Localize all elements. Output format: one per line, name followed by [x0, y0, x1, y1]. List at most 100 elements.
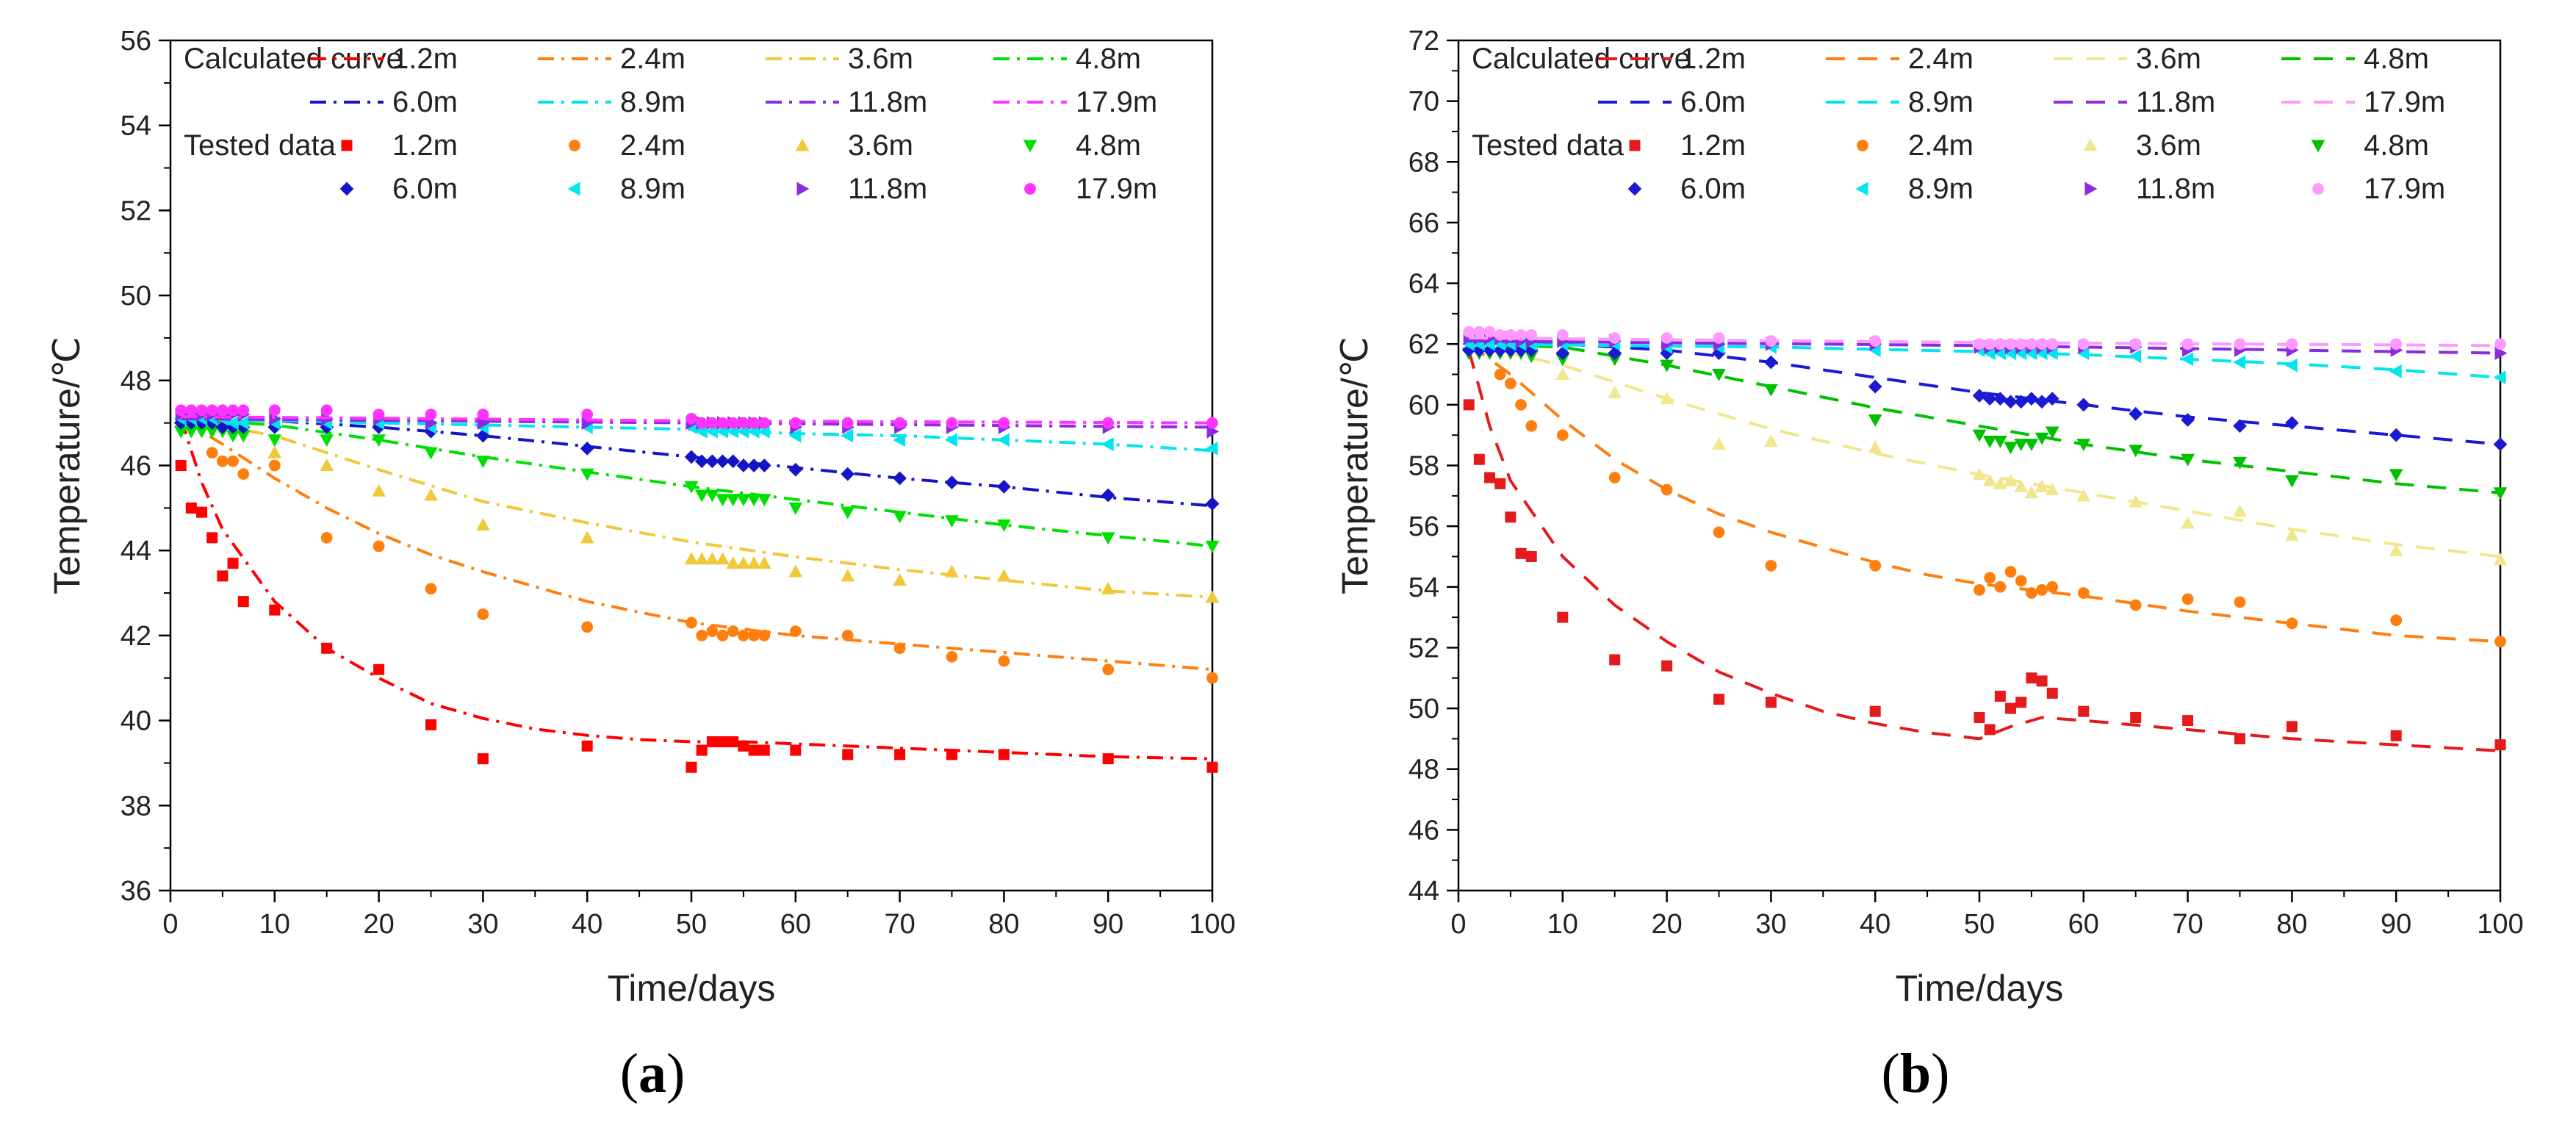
p0-point-6.0m [736, 458, 751, 472]
p1-point-2.4m [2036, 584, 2048, 596]
p1-x-tick-label: 60 [2068, 909, 2099, 940]
p0-point-1.2m [269, 604, 281, 616]
p0-point-2.4m [581, 621, 594, 633]
p0-point-3.6m [267, 445, 282, 458]
p0-point-17.9m [1206, 417, 1218, 429]
p1-point-3.6m [2014, 480, 2029, 492]
p1-point-1.2m [2078, 705, 2090, 717]
p0-point-1.2m [373, 664, 385, 675]
p0-point-3.6m [841, 569, 855, 582]
p0-x-tick-label: 30 [467, 909, 498, 940]
p0-point-4.8m [736, 494, 751, 507]
p0-y-tick-label: 46 [120, 451, 151, 482]
p1-legend-test-marker-3.6m [2083, 138, 2098, 151]
p1-point-8.9m [1483, 337, 1496, 351]
p0-point-4.8m [173, 425, 188, 439]
p0-legend-calc-label-6.0m: 6.0m [392, 86, 458, 118]
p0-point-3.6m [372, 483, 386, 497]
p0-point-1.2m [696, 744, 708, 756]
p1-x-tick-label: 40 [1860, 909, 1890, 940]
p0-point-3.6m [757, 556, 771, 569]
p1-point-4.8m [2034, 432, 2049, 445]
p0-legend-test-label-11.8m: 11.8m [848, 173, 927, 205]
p1-point-1.2m [1994, 691, 2006, 702]
p0-point-2.4m [998, 655, 1010, 667]
p1-point-1.2m [2494, 739, 2506, 751]
p1-point-1.2m [1765, 697, 1777, 708]
p1-point-2.4m [2390, 614, 2403, 627]
p0-point-6.0m [684, 450, 699, 464]
p1-point-8.9m [2014, 346, 2027, 360]
p1-point-17.9m [1713, 332, 1725, 344]
p0-point-1.2m [206, 532, 218, 544]
p1-x-tick-label: 90 [2381, 909, 2411, 940]
p0-point-6.0m [1205, 497, 1220, 511]
p1-point-1.2m [2182, 715, 2194, 727]
p0-point-1.2m [748, 744, 760, 756]
p0-x-tick-label: 40 [572, 909, 602, 940]
p0-point-17.9m [425, 409, 437, 420]
p0-point-4.8m [945, 515, 959, 528]
p0-point-6.0m [893, 471, 907, 486]
p1-point-2.4m [1765, 559, 1777, 572]
p1-point-6.0m [1555, 346, 1570, 360]
p0-y-axis-label: Temperature/℃ [46, 337, 87, 594]
p1-point-6.0m [2285, 416, 2299, 431]
p1-point-2.4m [2004, 566, 2017, 578]
p1-point-3.6m [2233, 504, 2247, 517]
p1-point-17.9m [2494, 338, 2506, 350]
p1-legend-test-label-3.6m: 3.6m [2136, 129, 2201, 162]
p1-y-tick-label: 44 [1408, 876, 1439, 907]
p1-point-3.6m [1555, 367, 1570, 381]
p1-point-8.9m [1993, 346, 2006, 360]
p0-y-tick-label: 40 [120, 706, 151, 737]
p1-point-2.4m [1556, 429, 1569, 442]
p1-legend-test-marker-17.9m [2312, 183, 2324, 195]
p1-point-17.9m [2015, 338, 2027, 350]
p0-y-tick-label: 48 [120, 366, 151, 397]
p1-point-17.9m [1494, 328, 1506, 341]
p0-point-17.9m [206, 404, 218, 417]
p1-point-17.9m [1984, 338, 1996, 350]
p0-point-3.6m [684, 552, 699, 565]
p1-point-1.2m [1515, 547, 1527, 559]
p1-point-4.8m [1972, 429, 1987, 442]
p1-point-17.9m [2046, 338, 2059, 350]
p0-point-3.6m [945, 564, 959, 578]
p0-point-4.8m [424, 447, 438, 460]
p0-point-4.8m [726, 494, 741, 507]
p0-legend-test-marker-2.4m [569, 140, 580, 151]
p1-point-4.8m [1868, 414, 1882, 427]
p0-point-6.0m [705, 454, 719, 469]
p0-point-17.9m [758, 417, 771, 429]
p0-point-4.8m [788, 502, 803, 515]
p1-point-2.4m [2015, 575, 2027, 587]
p1-point-1.2m [2005, 702, 2017, 714]
p0-x-tick-label: 20 [363, 909, 394, 940]
p0-legend-calc-label-1.2m: 1.2m [392, 43, 458, 75]
p0-curve-3.6m [180, 417, 1213, 599]
p0-x-tick-label: 60 [780, 909, 811, 940]
p1-y-tick-label: 60 [1408, 390, 1439, 421]
p0-point-17.9m [477, 409, 489, 420]
p1-point-2.4m [1713, 526, 1725, 539]
p1-point-2.4m [2234, 596, 2246, 608]
p1-point-8.9m [2129, 349, 2142, 364]
p1-point-17.9m [1661, 332, 1673, 344]
p0-legend-test-label-4.8m: 4.8m [1076, 129, 1141, 162]
p1-point-2.4m [1525, 420, 1538, 432]
p0-point-2.4m [841, 630, 854, 641]
p0-point-2.4m [748, 630, 760, 641]
p0-point-2.4m [1206, 672, 1218, 684]
p0-point-1.2m [1102, 753, 1114, 765]
p1-point-2.4m [1515, 398, 1527, 411]
p1-y-tick-label: 58 [1408, 451, 1439, 482]
p0-y-tick-label: 56 [120, 26, 151, 57]
p1-y-tick-label: 64 [1408, 269, 1439, 300]
p1-point-3.6m [2129, 495, 2143, 508]
p0-point-8.9m [236, 416, 249, 431]
p1-legend-test-marker-6.0m [1627, 181, 1642, 196]
p0-point-17.9m [581, 409, 594, 420]
p0-point-8.9m [1101, 437, 1114, 451]
p0-point-17.9m [237, 404, 250, 417]
